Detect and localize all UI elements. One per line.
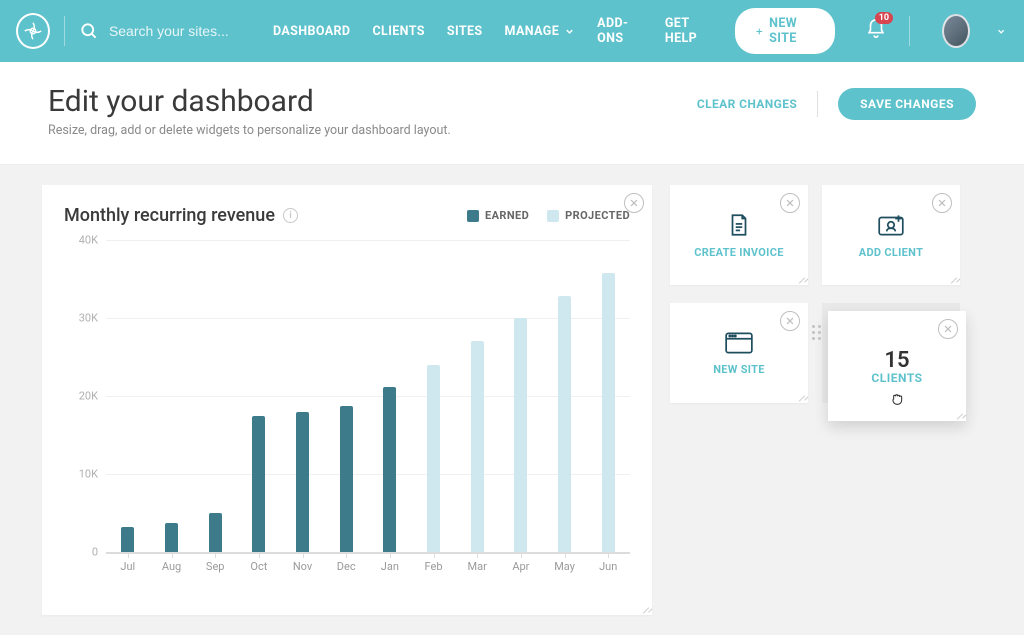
bar-jul[interactable] xyxy=(121,527,134,552)
bar-sep[interactable] xyxy=(209,513,222,552)
browser-window-icon xyxy=(724,331,754,355)
widget-remove-button[interactable] xyxy=(780,311,800,331)
add-client-icon xyxy=(876,212,906,238)
add-client-label: ADD CLIENT xyxy=(859,246,923,259)
widget-remove-button[interactable] xyxy=(932,193,952,213)
bar-may[interactable] xyxy=(558,296,571,552)
divider xyxy=(909,16,910,46)
user-avatar[interactable] xyxy=(942,14,970,48)
bar-feb[interactable] xyxy=(427,365,440,552)
y-axis-tick: 40K xyxy=(79,234,98,247)
legend-swatch-projected xyxy=(547,210,559,222)
legend-swatch-earned xyxy=(467,210,479,222)
legend-projected-label: PROJECTED xyxy=(565,209,630,222)
search-input[interactable] xyxy=(109,23,259,39)
brand-logo[interactable] xyxy=(16,13,50,49)
chart-plot-area: 010K20K30K40K JulAugSepOctNovDecJanFebMa… xyxy=(54,240,630,580)
new-site-widget[interactable]: NEW SITE xyxy=(670,303,808,403)
widget-remove-button[interactable] xyxy=(938,319,958,339)
search-icon[interactable] xyxy=(79,21,99,41)
chart-title: Monthly recurring revenue xyxy=(64,205,275,226)
y-axis-tick: 0 xyxy=(92,546,98,559)
resize-handle[interactable] xyxy=(796,391,806,401)
divider xyxy=(817,91,818,117)
close-icon xyxy=(785,316,795,326)
new-site-button[interactable]: NEW SITE xyxy=(735,8,835,54)
bar-mar[interactable] xyxy=(471,341,484,552)
add-client-widget[interactable]: ADD CLIENT xyxy=(822,185,960,285)
clients-count-label: CLIENTS xyxy=(871,371,922,385)
y-axis-tick: 20K xyxy=(79,390,98,403)
bar-dec[interactable] xyxy=(340,406,353,552)
top-navbar: DASHBOARD CLIENTS SITES MANAGE ADD-ONS G… xyxy=(0,0,1024,62)
create-invoice-label: CREATE INVOICE xyxy=(694,246,783,259)
nav-dashboard[interactable]: DASHBOARD xyxy=(273,24,351,39)
account-menu-chevron-icon[interactable] xyxy=(996,25,1006,38)
dashboard-workspace: Monthly recurring revenue i EARNED PROJE… xyxy=(0,165,1024,635)
grab-cursor-icon xyxy=(889,391,905,411)
widget-remove-button[interactable] xyxy=(624,193,644,213)
clients-count-widget[interactable]: 15 CLIENTS xyxy=(828,311,966,421)
y-axis-tick: 10K xyxy=(79,468,98,481)
new-site-label: NEW SITE xyxy=(713,363,765,376)
save-changes-button[interactable]: SAVE CHANGES xyxy=(838,88,976,120)
new-site-label: NEW SITE xyxy=(769,16,815,46)
nav-clients[interactable]: CLIENTS xyxy=(372,24,424,39)
close-icon xyxy=(785,198,795,208)
resize-handle[interactable] xyxy=(948,273,958,283)
drag-handle-icon[interactable] xyxy=(812,325,821,340)
close-icon xyxy=(943,324,953,334)
page-title: Edit your dashboard xyxy=(48,84,451,119)
close-icon xyxy=(629,198,639,208)
notifications-badge: 10 xyxy=(875,12,893,24)
bar-nov[interactable] xyxy=(296,412,309,552)
nav-sites[interactable]: SITES xyxy=(447,24,483,39)
create-invoice-widget[interactable]: CREATE INVOICE xyxy=(670,185,808,285)
bar-oct[interactable] xyxy=(252,416,265,553)
invoice-icon xyxy=(726,212,752,238)
chevron-down-icon xyxy=(564,26,575,37)
clients-count-value: 15 xyxy=(884,348,909,373)
legend-earned-label: EARNED xyxy=(485,209,529,222)
widget-drop-slot[interactable]: 15 CLIENTS xyxy=(822,303,960,403)
widget-remove-button[interactable] xyxy=(780,193,800,213)
notifications-button[interactable]: 10 xyxy=(865,18,887,44)
y-axis-tick: 30K xyxy=(79,312,98,325)
divider xyxy=(64,16,65,46)
resize-handle[interactable] xyxy=(796,273,806,283)
page-subheader: Edit your dashboard Resize, drag, add or… xyxy=(0,62,1024,165)
page-subtitle: Resize, drag, add or delete widgets to p… xyxy=(48,123,451,138)
bar-apr[interactable] xyxy=(514,318,527,552)
resize-handle[interactable] xyxy=(954,409,964,419)
primary-nav: DASHBOARD CLIENTS SITES MANAGE ADD-ONS G… xyxy=(273,8,1006,54)
revenue-chart-widget[interactable]: Monthly recurring revenue i EARNED PROJE… xyxy=(42,185,652,615)
side-widget-column: CREATE INVOICE ADD CLIENT NEW SITE xyxy=(670,185,962,403)
nav-manage[interactable]: MANAGE xyxy=(505,24,576,39)
clear-changes-button[interactable]: CLEAR CHANGES xyxy=(697,97,797,111)
close-icon xyxy=(937,198,947,208)
resize-handle[interactable] xyxy=(640,603,650,613)
plus-icon xyxy=(755,26,764,37)
chart-legend: EARNED PROJECTED xyxy=(467,209,630,222)
nav-addons[interactable]: ADD-ONS xyxy=(597,16,643,46)
bar-jun[interactable] xyxy=(602,273,615,552)
nav-get-help[interactable]: GET HELP xyxy=(665,16,713,46)
bar-jan[interactable] xyxy=(383,387,396,552)
info-icon[interactable]: i xyxy=(283,208,298,223)
search-wrap xyxy=(79,21,259,41)
nav-manage-label: MANAGE xyxy=(505,24,560,39)
bar-aug[interactable] xyxy=(165,523,178,552)
